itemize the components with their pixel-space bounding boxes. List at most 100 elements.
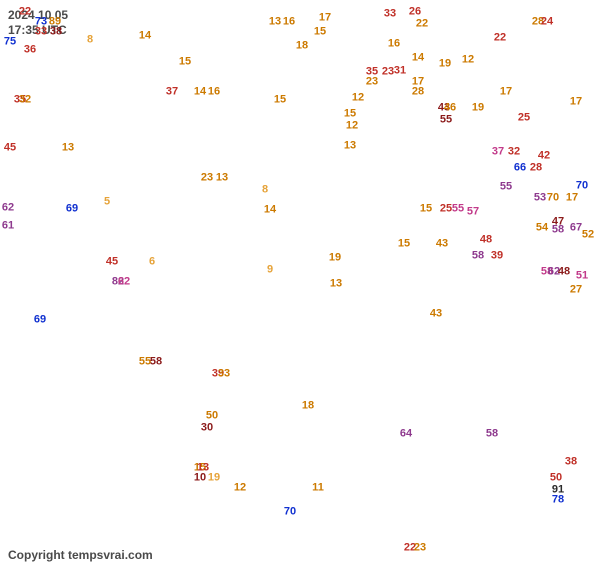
data-point: 22 bbox=[19, 7, 31, 18]
footer-copyright: Copyright tempsvrai.com bbox=[8, 548, 153, 562]
data-point: 43 bbox=[430, 309, 442, 320]
data-point: 43 bbox=[436, 239, 448, 250]
data-point: 38 bbox=[565, 457, 577, 468]
data-point: 18 bbox=[296, 41, 308, 52]
data-point: 42 bbox=[538, 151, 550, 162]
data-point: 17 bbox=[500, 87, 512, 98]
data-point: 66 bbox=[514, 163, 526, 174]
data-point: 24 bbox=[541, 17, 553, 28]
data-point: 26 bbox=[409, 7, 421, 18]
data-point: 15 bbox=[314, 27, 326, 38]
data-point: 58 bbox=[472, 251, 484, 262]
data-point: 55 bbox=[500, 182, 512, 193]
data-point: 36 bbox=[24, 45, 36, 56]
data-point: 33 bbox=[35, 27, 47, 38]
data-point: 33 bbox=[218, 369, 230, 380]
data-point: 17 bbox=[570, 97, 582, 108]
data-point: 23 bbox=[414, 543, 426, 554]
data-point: 10 bbox=[194, 473, 206, 484]
data-point: 25 bbox=[518, 113, 530, 124]
data-point: 25 bbox=[440, 204, 452, 215]
data-point: 13 bbox=[216, 173, 228, 184]
data-point: 55 bbox=[440, 115, 452, 126]
data-point: 12 bbox=[346, 121, 358, 132]
data-point: 11 bbox=[312, 483, 324, 494]
data-point: 58 bbox=[552, 225, 564, 236]
data-point: 67 bbox=[570, 223, 582, 234]
data-point: 32 bbox=[19, 95, 31, 106]
data-point: 15 bbox=[274, 95, 286, 106]
data-point: 30 bbox=[201, 423, 213, 434]
data-point: 22 bbox=[416, 19, 428, 30]
data-point: 12 bbox=[352, 93, 364, 104]
data-point: 12 bbox=[234, 483, 246, 494]
data-point: 58 bbox=[150, 357, 162, 368]
data-point: 37 bbox=[166, 87, 178, 98]
data-point: 61 bbox=[2, 221, 14, 232]
data-point: 78 bbox=[552, 495, 564, 506]
data-point: 5 bbox=[104, 197, 110, 208]
data-point: 13 bbox=[269, 17, 281, 28]
data-point: 13 bbox=[330, 279, 342, 290]
data-point: 53 bbox=[534, 193, 546, 204]
data-point: 6 bbox=[149, 257, 155, 268]
data-point: 69 bbox=[66, 204, 78, 215]
data-point: 62 bbox=[2, 203, 14, 214]
data-point: 69 bbox=[34, 315, 46, 326]
data-point: 55 bbox=[452, 204, 464, 215]
data-point: 50 bbox=[206, 411, 218, 422]
data-point: 50 bbox=[550, 473, 562, 484]
data-point: 15 bbox=[420, 204, 432, 215]
data-point: 45 bbox=[4, 143, 16, 154]
data-point: 23 bbox=[201, 173, 213, 184]
data-point: 13 bbox=[344, 141, 356, 152]
data-point: 27 bbox=[570, 285, 582, 296]
data-point: 37 bbox=[492, 147, 504, 158]
data-point: 13 bbox=[62, 143, 74, 154]
data-point: 57 bbox=[467, 207, 479, 218]
data-point: 51 bbox=[576, 271, 588, 282]
data-point: 33 bbox=[384, 9, 396, 20]
data-point: 19 bbox=[208, 473, 220, 484]
data-point: 70 bbox=[576, 181, 588, 192]
data-point: 9 bbox=[267, 265, 273, 276]
data-point: 45 bbox=[106, 257, 118, 268]
data-point: 14 bbox=[194, 87, 206, 98]
data-point: 19 bbox=[472, 103, 484, 114]
data-point: 15 bbox=[398, 239, 410, 250]
data-point: 12 bbox=[462, 55, 474, 66]
data-point: 16 bbox=[283, 17, 295, 28]
data-point: 38 bbox=[50, 27, 62, 38]
data-point: 48 bbox=[558, 267, 570, 278]
data-point: 19 bbox=[439, 59, 451, 70]
data-point: 62 bbox=[118, 277, 130, 288]
data-point: 14 bbox=[264, 205, 276, 216]
data-point: 19 bbox=[329, 253, 341, 264]
data-point: 54 bbox=[536, 223, 548, 234]
data-point: 17 bbox=[566, 193, 578, 204]
data-point: 15 bbox=[179, 57, 191, 68]
data-point: 23 bbox=[366, 77, 378, 88]
data-point: 32 bbox=[508, 147, 520, 158]
data-point: 8 bbox=[87, 35, 93, 46]
data-point: 14 bbox=[139, 31, 151, 42]
data-point: 64 bbox=[400, 429, 412, 440]
data-point: 31 bbox=[394, 66, 406, 77]
data-point: 48 bbox=[480, 235, 492, 246]
data-point: 75 bbox=[4, 37, 16, 48]
data-point: 16 bbox=[388, 39, 400, 50]
data-point: 22 bbox=[494, 33, 506, 44]
data-point: 70 bbox=[284, 507, 296, 518]
data-point: 39 bbox=[491, 251, 503, 262]
data-point: 28 bbox=[530, 163, 542, 174]
data-point: 52 bbox=[582, 230, 594, 241]
data-point: 17 bbox=[319, 13, 331, 24]
data-point: 16 bbox=[208, 87, 220, 98]
data-point: 58 bbox=[486, 429, 498, 440]
data-point: 70 bbox=[547, 193, 559, 204]
data-point: 8 bbox=[262, 185, 268, 196]
data-point: 15 bbox=[344, 109, 356, 120]
data-point: 18 bbox=[302, 401, 314, 412]
data-point: 23 bbox=[382, 67, 394, 78]
scatter-canvas: 2024 10 05 17:35 UTC Copyright tempsvrai… bbox=[0, 0, 600, 567]
